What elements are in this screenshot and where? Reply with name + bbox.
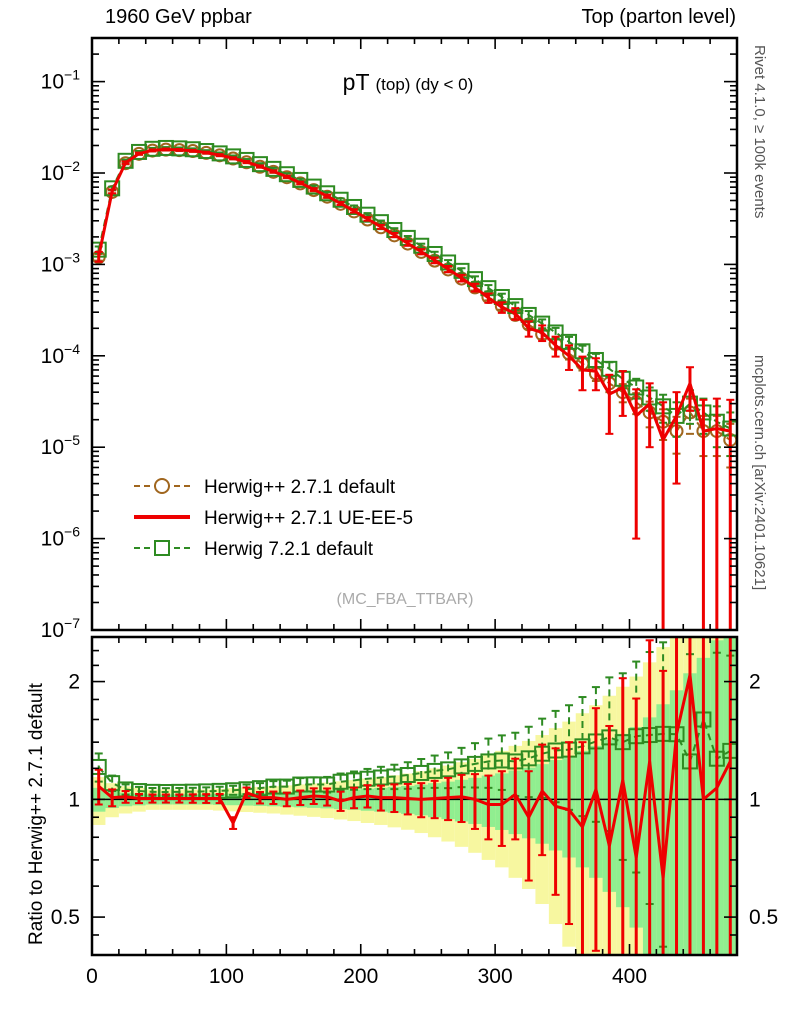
legend-item: Herwig++ 2.7.1 default [134,477,396,498]
legend-item: Herwig 7.2.1 default [134,539,374,560]
y-tick-label: 10−6 [41,524,81,551]
y-tick-label: 10−1 [41,67,81,94]
series-herwigpp-default-markers [92,142,737,447]
y-tick-label: 10−2 [41,158,81,185]
ratio-y-tick-label-right: 1 [749,788,761,811]
legend-item: Herwig++ 2.7.1 UE-EE-5 [134,508,413,529]
x-tick-label: 0 [86,965,98,988]
y-tick-label: 10−3 [41,249,81,276]
ratio-y-tick-label-left: 0.5 [51,906,80,929]
ratio-y-tick-label-left: 1 [68,788,80,811]
ratio-y-tick-label-left: 2 [68,671,80,694]
series-herwig721-default-line [97,146,731,430]
series-herwigpp-ueee5 [94,147,735,630]
x-tick-label: 400 [612,965,647,988]
watermark-label: (MC_FBA_TTBAR) [337,591,474,608]
legend-marker-square-icon [154,540,170,556]
header-right: Top (parton level) [581,6,736,28]
ratio-y-tick-label-right: 2 [749,671,761,694]
ratio-y-tick-label-right: 0.5 [749,906,778,929]
legend-label: Herwig++ 2.7.1 default [204,477,396,498]
x-tick-label: 300 [478,965,513,988]
header-left: 1960 GeV ppbar [105,6,252,28]
axis-ticks [91,38,738,956]
legend-label: Herwig 7.2.1 default [204,539,374,560]
legend-label: Herwig++ 2.7.1 UE-EE-5 [204,508,413,529]
series-herwig721-default [92,139,737,458]
y-tick-label: 10−4 [41,341,81,368]
series-herwigpp-default [92,142,737,469]
legend: Herwig++ 2.7.1 default Herwig++ 2.7.1 UE-… [134,477,413,560]
main-panel-frame [90,36,739,632]
main-panel-title: pT (top) (dy < 0) [343,69,474,95]
x-tick-label: 100 [209,965,244,988]
ratio-uncertainty-bands [92,637,737,955]
legend-marker-circle-icon [154,478,170,494]
x-tick-label: 200 [343,965,378,988]
y-tick-label: 10−7 [41,615,81,642]
y-tick-label: 10−5 [41,432,81,459]
ratio-series-ueee5-line [97,674,732,878]
